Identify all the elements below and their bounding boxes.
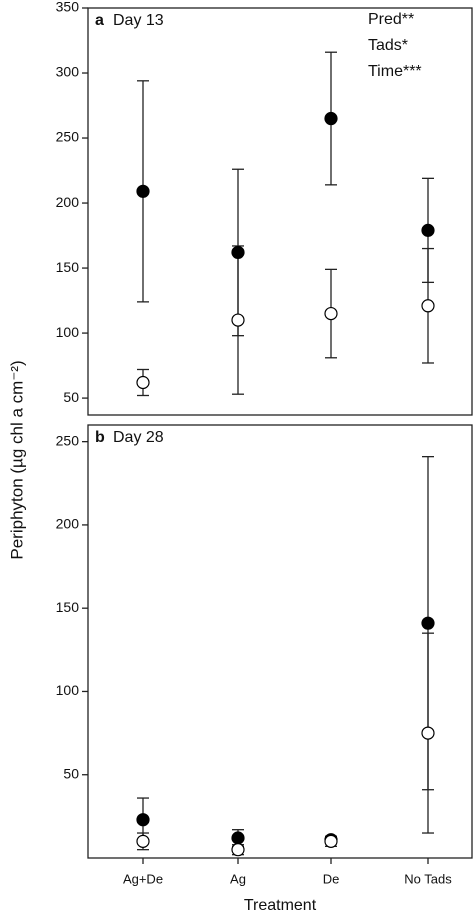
marker: [421, 726, 435, 740]
marker: [136, 184, 150, 198]
y-tick-label: 50: [63, 765, 79, 781]
marker: [421, 616, 435, 630]
y-tick-label: 200: [56, 516, 80, 532]
annotation: Tads*: [368, 37, 408, 54]
annotation: Time***: [368, 63, 422, 80]
y-tick-label: 250: [56, 432, 80, 448]
y-tick-label: 350: [56, 0, 80, 15]
marker: [136, 813, 150, 827]
y-tick-label: 100: [56, 682, 80, 698]
plot-frame: [87, 424, 473, 859]
x-tick-label: De: [323, 871, 340, 886]
marker: [324, 834, 338, 848]
marker: [421, 299, 435, 313]
x-tick-label: Ag+De: [123, 871, 163, 886]
y-tick-label: 200: [56, 194, 80, 210]
panel-label: b: [95, 429, 105, 446]
plot-frame: [87, 7, 473, 416]
x-axis-label: Treatment: [244, 897, 317, 914]
panel-title: Day 28: [113, 429, 164, 446]
x-tick-label: Ag: [230, 871, 246, 886]
y-tick-label: 150: [56, 259, 80, 275]
y-tick-label: 150: [56, 599, 80, 615]
marker: [231, 313, 245, 327]
y-tick-label: 50: [63, 389, 79, 405]
annotation: Pred**: [368, 11, 414, 28]
marker: [136, 375, 150, 390]
y-tick-label: 100: [56, 324, 80, 340]
marker: [324, 111, 338, 126]
y-tick-label: 300: [56, 64, 80, 80]
y-tick-label: 250: [56, 129, 80, 145]
marker: [136, 834, 150, 848]
panel-label: a: [95, 12, 104, 29]
x-tick-label: No Tads: [404, 871, 452, 886]
panel-title: Day 13: [113, 12, 164, 29]
marker: [231, 843, 245, 857]
marker: [421, 223, 435, 237]
marker: [231, 831, 245, 845]
y-axis-label: Periphyton (µg chl a cm⁻²): [7, 360, 26, 559]
marker: [231, 245, 245, 260]
marker: [324, 306, 338, 321]
